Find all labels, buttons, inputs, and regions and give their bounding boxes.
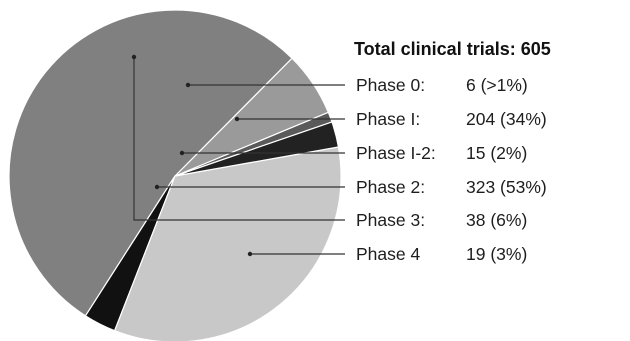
legend: Phase 0: 6 (>1%) Phase I: 204 (34%) Phase I-…	[356, 75, 547, 264]
leader-dot-1	[131, 54, 137, 60]
leader-dot-3	[247, 251, 253, 257]
legend-label-0: Phase 0:	[356, 75, 425, 95]
leader-line-1	[133, 57, 345, 221]
legend-value-3: 19 (3%)	[466, 244, 527, 264]
legend-label-4: Phase I:	[356, 109, 420, 129]
legend-label-2: Phase 2:	[356, 177, 425, 197]
chart-title: Total clinical trials: 605	[354, 39, 551, 59]
legend-label-3: Phase 4	[356, 244, 420, 264]
legend-value-4: 204 (34%)	[466, 109, 547, 129]
legend-label-1: Phase 3:	[356, 210, 425, 230]
legend-value-5: 15 (2%)	[466, 143, 527, 163]
legend-value-0: 6 (>1%)	[466, 75, 528, 95]
leader-lines	[131, 54, 345, 257]
pie-slice-5	[174, 121, 340, 177]
legend-value-1: 38 (6%)	[466, 210, 527, 230]
legend-label-5: Phase I-2:	[356, 143, 436, 163]
pie-slice-4	[113, 146, 342, 341]
leader-dot-4	[234, 116, 240, 122]
leader-dot-5	[179, 150, 185, 156]
pie-slice-2	[8, 9, 293, 317]
leader-dot-2	[154, 184, 160, 190]
legend-value-2: 323 (53%)	[466, 177, 547, 197]
pie-slices	[8, 9, 342, 341]
leader-dot-0	[185, 82, 191, 88]
